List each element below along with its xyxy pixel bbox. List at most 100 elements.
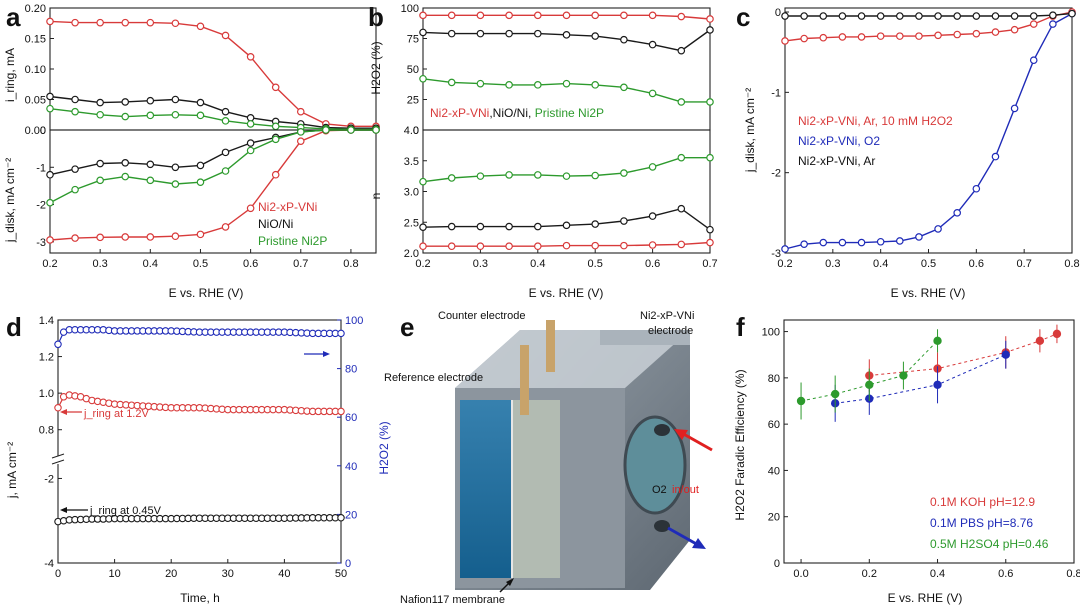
data-point bbox=[895, 32, 904, 40]
data-point bbox=[677, 240, 686, 249]
data-point bbox=[899, 371, 908, 380]
x-tick-label: 10 bbox=[108, 568, 120, 580]
data-point bbox=[533, 81, 542, 89]
x-tick-label: 0.3 bbox=[825, 258, 840, 270]
x-tick-label: 0.3 bbox=[473, 258, 488, 270]
data-point bbox=[46, 236, 54, 244]
data-point bbox=[476, 222, 485, 231]
data-point bbox=[1010, 104, 1019, 113]
data-point bbox=[419, 28, 427, 37]
y-tick-label: 40 bbox=[768, 465, 780, 477]
data-point bbox=[322, 126, 330, 134]
data-point bbox=[505, 222, 513, 231]
panel-e-label-counter: Counter electrode bbox=[438, 310, 525, 322]
data-point bbox=[620, 241, 628, 250]
data-point bbox=[1001, 350, 1010, 359]
data-point bbox=[857, 238, 866, 247]
y-tick-label: 75 bbox=[407, 34, 419, 46]
plot-frame bbox=[422, 129, 711, 254]
data-point bbox=[476, 29, 485, 38]
data-point bbox=[915, 233, 923, 241]
data-point bbox=[677, 204, 686, 213]
data-point bbox=[1010, 12, 1019, 20]
panel-f-ylabel: H2O2 Faradic Efficiency (%) bbox=[733, 369, 747, 520]
y-tick-label: 0.20 bbox=[25, 3, 46, 15]
data-point bbox=[1029, 20, 1038, 28]
panel-f-plot: 0.0 0.2 0.4 0.6 0.8 0 20 40 60 80 100 bbox=[762, 319, 1080, 580]
data-point bbox=[476, 11, 485, 20]
x-tick-label: 0.2 bbox=[415, 258, 430, 270]
y-tick-label: 25 bbox=[407, 95, 419, 107]
data-point bbox=[562, 11, 571, 20]
data-point bbox=[296, 107, 305, 116]
data-point bbox=[648, 40, 657, 49]
data-point bbox=[146, 176, 155, 185]
y-tick-label: -4 bbox=[44, 558, 54, 570]
data-point bbox=[447, 29, 456, 38]
y-tick-label: 1.4 bbox=[39, 315, 54, 327]
y-tick-label: 1.0 bbox=[39, 388, 54, 400]
x-tick-label: 0.6 bbox=[998, 568, 1013, 580]
data-point bbox=[221, 148, 230, 157]
x-tick-label: 0.8 bbox=[343, 258, 358, 270]
panel-a-bottom-ylabel: j_disk, mA cm⁻² bbox=[3, 158, 17, 243]
y-tick-label: -1 bbox=[36, 162, 46, 174]
y2-tick-label: 20 bbox=[345, 509, 357, 521]
y-tick-label: -2 bbox=[36, 200, 46, 212]
y-tick-label: 60 bbox=[768, 419, 780, 431]
panel-e-label-working-1: Ni2-xP-VNi bbox=[640, 310, 694, 322]
y2-tick-label: 40 bbox=[345, 461, 357, 473]
data-point bbox=[800, 12, 808, 20]
series-line-1 bbox=[784, 12, 1073, 250]
data-point bbox=[447, 11, 456, 20]
y-tick-label: 4.0 bbox=[404, 125, 419, 137]
data-point bbox=[620, 217, 628, 225]
data-point bbox=[505, 11, 513, 20]
data-point bbox=[591, 11, 600, 20]
data-point bbox=[648, 89, 657, 98]
data-point bbox=[221, 117, 230, 125]
data-point bbox=[876, 12, 885, 20]
data-point bbox=[915, 32, 923, 40]
data-point bbox=[447, 222, 456, 231]
data-point bbox=[934, 225, 942, 233]
x-tick-label: 0.4 bbox=[143, 258, 158, 270]
data-point bbox=[146, 160, 155, 169]
panel-d-annotation-ring: j_ring at 1.2V bbox=[83, 408, 149, 420]
data-point bbox=[447, 174, 456, 182]
series-line-0 bbox=[49, 129, 376, 241]
panel-d-annotation-disk: j_ring at 0.45V bbox=[89, 505, 162, 517]
x-tick-label: 30 bbox=[222, 568, 234, 580]
data-point bbox=[171, 180, 180, 188]
disk-arrowhead bbox=[60, 507, 67, 513]
x-tick-label: 50 bbox=[335, 568, 347, 580]
data-point bbox=[337, 407, 345, 416]
x-tick-label: 0.5 bbox=[193, 258, 208, 270]
data-point bbox=[533, 11, 542, 20]
data-point bbox=[591, 241, 600, 250]
x-tick-label: 0.4 bbox=[530, 258, 545, 270]
data-point bbox=[96, 176, 104, 185]
y-tick-label: 50 bbox=[407, 64, 419, 76]
data-point bbox=[838, 33, 847, 41]
x-tick-label: 0.2 bbox=[862, 568, 877, 580]
side-window bbox=[623, 415, 687, 515]
y-tick-label: 3.0 bbox=[404, 187, 419, 199]
y-tick-label: -3 bbox=[36, 237, 46, 249]
x-tick-label: 0.6 bbox=[645, 258, 660, 270]
data-point bbox=[1010, 25, 1019, 34]
data-point bbox=[71, 165, 79, 173]
x-tick-label: 0.3 bbox=[93, 258, 108, 270]
series-line-1 bbox=[835, 354, 1007, 404]
data-point bbox=[447, 242, 456, 251]
x-tick-label: 0.7 bbox=[1017, 258, 1032, 270]
data-point bbox=[706, 15, 714, 23]
data-point bbox=[706, 225, 714, 234]
data-point bbox=[476, 172, 485, 180]
y-tick-label: 0.00 bbox=[25, 125, 46, 137]
data-point bbox=[706, 153, 714, 162]
plot-frame bbox=[49, 129, 377, 254]
data-point bbox=[819, 238, 828, 247]
data-point bbox=[419, 242, 427, 251]
data-point bbox=[781, 245, 789, 253]
